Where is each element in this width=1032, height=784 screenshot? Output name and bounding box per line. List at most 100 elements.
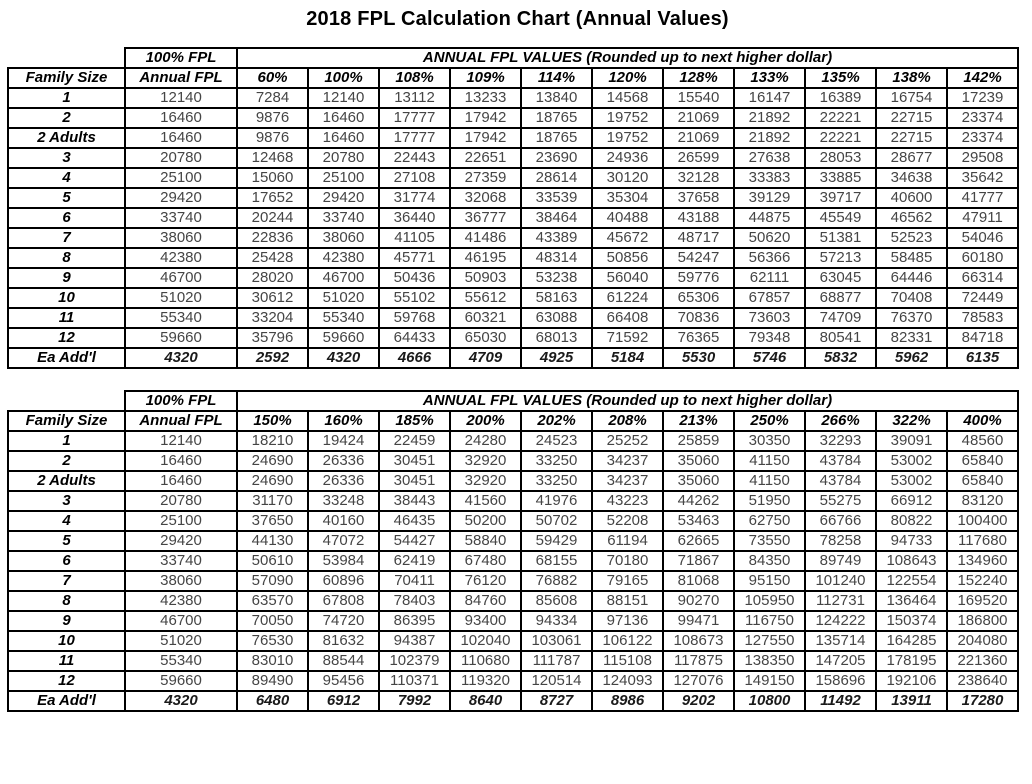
- value-cell: 38443: [378, 490, 451, 512]
- value-cell: 21892: [733, 107, 806, 129]
- value-cell: 81068: [662, 570, 735, 592]
- table-row-10: 10 51020 76530 81632 94387 102040 103061 106122…: [7, 630, 1019, 652]
- value-cell: 59429: [520, 530, 593, 552]
- row-label-cell: 3: [7, 490, 126, 512]
- value-cell: 59776: [662, 267, 735, 289]
- table-row-1: 1 12140 7284 12140 13112 13233 13840 14568 15540…: [7, 87, 1019, 109]
- value-cell: 53238: [520, 267, 593, 289]
- table-row-11: 11 55340 33204 55340 59768 60321 63088 66408 708…: [7, 307, 1019, 329]
- value-cell: 117680: [946, 530, 1019, 552]
- value-cell: 66766: [804, 510, 877, 532]
- value-cell: 5530: [662, 347, 735, 369]
- value-cell: 51020: [307, 287, 380, 309]
- value-cell: 78583: [946, 307, 1019, 329]
- table-row-3: 3 20780 31170 33248 38443 41560 41976 43223 4426…: [7, 490, 1019, 512]
- value-cell: 105950: [733, 590, 806, 612]
- value-cell: 33204: [236, 307, 309, 329]
- value-cell: 20780: [307, 147, 380, 169]
- value-cell: 4709: [449, 347, 522, 369]
- value-cell: 28677: [875, 147, 948, 169]
- value-cell: 54247: [662, 247, 735, 269]
- value-cell: 40488: [591, 207, 664, 229]
- value-cell: 50856: [591, 247, 664, 269]
- row-label-cell: 6: [7, 550, 126, 572]
- value-cell: 17777: [378, 107, 451, 129]
- value-cell: 61194: [591, 530, 664, 552]
- value-cell: 76120: [449, 570, 522, 592]
- value-cell: 5962: [875, 347, 948, 369]
- value-cell: 64433: [378, 327, 451, 349]
- value-cell: 25100: [124, 510, 238, 532]
- value-cell: 59768: [378, 307, 451, 329]
- value-cell: 152240: [946, 570, 1019, 592]
- value-cell: 108643: [875, 550, 948, 572]
- value-cell: 57213: [804, 247, 877, 269]
- value-cell: 48560: [946, 430, 1019, 452]
- value-cell: 80541: [804, 327, 877, 349]
- value-cell: 63045: [804, 267, 877, 289]
- value-cell: 46195: [449, 247, 522, 269]
- column-header-120: 120%: [591, 67, 664, 89]
- value-cell: 53002: [875, 450, 948, 472]
- value-cell: 10800: [733, 690, 806, 712]
- column-header-100: 100%: [307, 67, 380, 89]
- value-cell: 25859: [662, 430, 735, 452]
- row-label-cell: 2 Adults: [7, 127, 126, 149]
- value-cell: 41777: [946, 187, 1019, 209]
- value-cell: 66314: [946, 267, 1019, 289]
- value-cell: 28053: [804, 147, 877, 169]
- value-cell: 30350: [733, 430, 806, 452]
- value-cell: 47072: [307, 530, 380, 552]
- corner-blank-cell: [8, 48, 125, 68]
- value-cell: 19752: [591, 107, 664, 129]
- value-cell: 95456: [307, 670, 380, 692]
- value-cell: 26599: [662, 147, 735, 169]
- value-cell: 93400: [449, 610, 522, 632]
- row-label-cell: 11: [7, 307, 126, 329]
- value-cell: 147205: [804, 650, 877, 672]
- value-cell: 110371: [378, 670, 451, 692]
- value-cell: 127550: [733, 630, 806, 652]
- value-cell: 30612: [236, 287, 309, 309]
- column-header-160: 160%: [307, 410, 380, 432]
- column-header-row: Family Size Annual FPL 60% 100% 108% 109% 114%…: [7, 67, 1019, 89]
- value-cell: 68013: [520, 327, 593, 349]
- value-cell: 65840: [946, 450, 1019, 472]
- value-cell: 65030: [449, 327, 522, 349]
- value-cell: 65840: [946, 470, 1019, 492]
- row-label-cell: 8: [7, 590, 126, 612]
- value-cell: 62419: [378, 550, 451, 572]
- value-cell: 40160: [307, 510, 380, 532]
- value-cell: 102040: [449, 630, 522, 652]
- value-cell: 94387: [378, 630, 451, 652]
- value-cell: 122554: [875, 570, 948, 592]
- value-cell: 70050: [236, 610, 309, 632]
- value-cell: 32293: [804, 430, 877, 452]
- value-cell: 24690: [236, 450, 309, 472]
- value-cell: 108673: [662, 630, 735, 652]
- value-cell: 84718: [946, 327, 1019, 349]
- column-header-138: 138%: [875, 67, 948, 89]
- value-cell: 65306: [662, 287, 735, 309]
- value-cell: 94733: [875, 530, 948, 552]
- value-cell: 22651: [449, 147, 522, 169]
- value-cell: 158696: [804, 670, 877, 692]
- value-cell: 50620: [733, 227, 806, 249]
- value-cell: 238640: [946, 670, 1019, 692]
- row-label-cell: 2 Adults: [7, 470, 126, 492]
- value-cell: 32068: [449, 187, 522, 209]
- column-header-185: 185%: [378, 410, 451, 432]
- value-cell: 37650: [236, 510, 309, 532]
- value-cell: 58840: [449, 530, 522, 552]
- value-cell: 86395: [378, 610, 451, 632]
- value-cell: 60896: [307, 570, 380, 592]
- value-cell: 76365: [662, 327, 735, 349]
- annual-fpl-values-header: ANNUAL FPL VALUES (Rounded up to next hi…: [236, 47, 1019, 69]
- value-cell: 38060: [307, 227, 380, 249]
- value-cell: 35060: [662, 470, 735, 492]
- value-cell: 46700: [124, 267, 238, 289]
- value-cell: 89749: [804, 550, 877, 572]
- value-cell: 33250: [520, 450, 593, 472]
- row-label-cell: Ea Add'l: [7, 347, 126, 369]
- value-cell: 51381: [804, 227, 877, 249]
